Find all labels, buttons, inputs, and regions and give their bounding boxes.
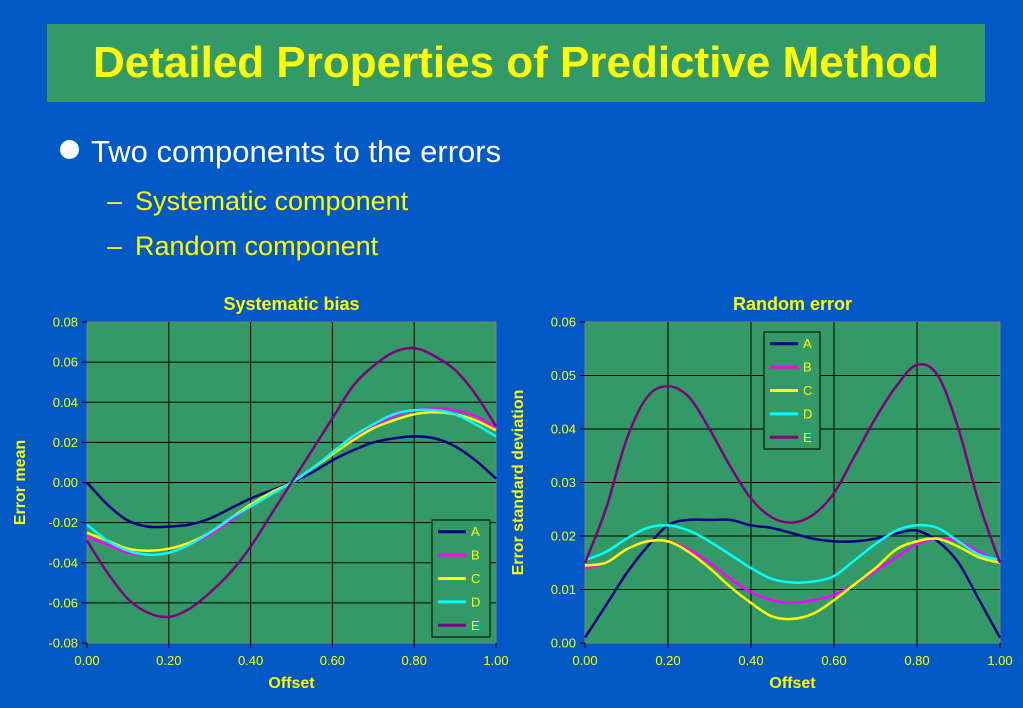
- bias-chart-ytick-label: -0.08: [48, 636, 78, 651]
- bias-chart-ytick-label: 0.02: [53, 435, 78, 450]
- bias-chart-xtick-label: 0.80: [402, 653, 427, 668]
- bullet-main: Two components to the errors: [60, 134, 501, 170]
- random-chart-ytick-label: 0.06: [551, 315, 576, 330]
- sub-bullet-2: – Random component: [107, 231, 379, 261]
- random-chart-title: Random error: [733, 294, 852, 314]
- random-chart-xtick-label: 0.40: [738, 653, 763, 668]
- bias-chart-xlabel: Offset: [268, 675, 315, 692]
- bias-chart-ytick-label: 0.06: [53, 355, 78, 370]
- random-chart-ytick-label: 0.00: [551, 636, 576, 651]
- random-chart-ytick-label: 0.04: [551, 422, 576, 437]
- bias-chart-ytick-label: -0.02: [48, 515, 78, 530]
- random-chart-xtick-label: 0.20: [655, 653, 680, 668]
- random-error-chart: Random error 0.00 0.20 0.40 0.60 0.80 1.00 0.00…: [510, 294, 1013, 692]
- bias-chart-xtick-label: 1.00: [483, 653, 508, 668]
- random-chart-ytick-label: 0.01: [551, 582, 576, 597]
- systematic-bias-chart: Systematic bias 0.00 0.20 0.40 0.60 0.80 1.00 -…: [12, 294, 509, 692]
- bias-chart-xtick-label: 0.40: [238, 653, 263, 668]
- bias-chart-xtick-label: 0.00: [74, 653, 99, 668]
- bias-chart-ylabel: Error mean: [12, 440, 29, 525]
- title-box: Detailed Properties of Predictive Method: [47, 24, 985, 102]
- random-chart-legend-label-a: A: [803, 336, 812, 351]
- random-chart-xlabel: Offset: [769, 675, 816, 692]
- random-chart-ytick-label: 0.02: [551, 529, 576, 544]
- sub-bullet-1: – Systematic component: [107, 186, 409, 216]
- sub-bullet-1-text: Systematic component: [135, 186, 409, 216]
- random-chart-ylabel: Error standard deviation: [510, 390, 527, 576]
- bias-chart-legend-label-a: A: [471, 524, 480, 539]
- random-chart-legend-label-b: B: [803, 360, 812, 375]
- random-chart-xtick-label: 0.00: [572, 653, 597, 668]
- bias-chart-legend-label-c: C: [471, 571, 480, 586]
- random-chart-series-c-line: [584, 537, 1001, 621]
- bias-chart-ytick-label: 0.00: [53, 475, 78, 490]
- bias-chart-ytick-label: 0.04: [53, 395, 78, 410]
- random-chart-ytick-label: 0.05: [551, 368, 576, 383]
- random-chart-series-e-line: [583, 362, 1002, 564]
- bias-chart-legend-label-d: D: [471, 594, 480, 609]
- bias-chart-ytick-label: -0.06: [48, 595, 78, 610]
- bias-chart-ytick-label: -0.04: [48, 555, 78, 570]
- bias-chart-legend-label-e: E: [471, 618, 480, 633]
- bias-chart-legend-label-b: B: [471, 548, 480, 563]
- bias-chart-series-e-line: [85, 346, 498, 619]
- bias-chart-xtick-label: 0.20: [156, 653, 181, 668]
- random-chart-legend-label-c: C: [803, 383, 812, 398]
- slide-title: Detailed Properties of Predictive Method: [93, 38, 939, 87]
- random-chart-legend-label-e: E: [803, 430, 812, 445]
- bias-chart-ytick-label: 0.08: [53, 315, 78, 330]
- random-chart-xtick-label: 0.80: [904, 653, 929, 668]
- random-chart-series-d-line: [584, 523, 1001, 584]
- bullet-dot-icon: [60, 140, 79, 159]
- random-chart-xtick-label: 0.60: [821, 653, 846, 668]
- random-chart-legend-label-d: D: [803, 406, 812, 421]
- random-chart-xtick-label: 1.00: [987, 653, 1012, 668]
- random-chart-ytick-label: 0.03: [551, 475, 576, 490]
- bullet-main-text: Two components to the errors: [91, 134, 502, 169]
- bias-chart-xtick-label: 0.60: [320, 653, 345, 668]
- sub-bullet-2-text: Random component: [135, 231, 379, 261]
- bias-chart-title: Systematic bias: [223, 294, 359, 314]
